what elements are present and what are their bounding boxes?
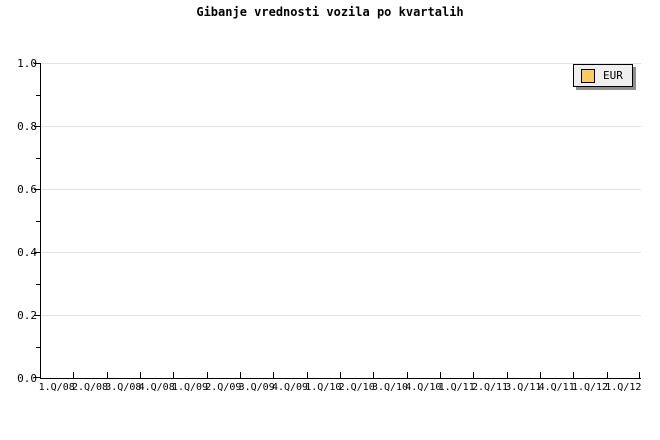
x-tick-label: 2.Q/08 xyxy=(71,382,109,393)
gridline-y-0.4 xyxy=(41,252,641,253)
x-tick-11 xyxy=(407,372,408,378)
x-tick-label: 3.Q/11 xyxy=(505,382,542,393)
x-tick-label: 1.Q/12 xyxy=(605,382,642,393)
x-tick-label: 1.Q/12 xyxy=(571,382,609,393)
x-tick-2 xyxy=(107,372,108,378)
plot-area xyxy=(34,63,641,379)
x-tick-1 xyxy=(73,372,74,378)
x-tick-label: 4.Q/08 xyxy=(138,382,175,393)
x-tick-16 xyxy=(573,372,574,378)
y-minor-tick-0.9 xyxy=(36,94,40,96)
gridline-y-0.6 xyxy=(41,189,641,190)
x-tick-label: 2.Q/10 xyxy=(338,382,375,393)
y-axis-labels: 0.0 0.2 0.4 0.6 0.8 1.0 xyxy=(0,57,37,385)
x-tick-6 xyxy=(240,372,241,378)
x-tick-label: 3.Q/10 xyxy=(371,382,409,393)
y-tick-label: 0.2 xyxy=(17,309,37,322)
gridline-y-0.2 xyxy=(41,315,641,316)
x-tick-label: 3.Q/09 xyxy=(238,382,275,393)
x-tick-label: 1.Q/08 xyxy=(38,382,75,393)
x-tick-13 xyxy=(473,372,474,378)
x-tick-7 xyxy=(273,372,274,378)
y-major-tick-0.4 xyxy=(34,252,40,253)
x-axis-labels: 1.Q/08 2.Q/08 3.Q/08 4.Q/08 1.Q/09 2.Q/09 3.Q/… xyxy=(39,382,660,396)
legend-label-eur: EUR xyxy=(603,69,623,82)
x-tick-12 xyxy=(440,372,441,378)
x-tick-label: 1.Q/11 xyxy=(438,382,475,393)
y-tick-label: 0.4 xyxy=(17,246,37,259)
y-major-tick-0.2 xyxy=(34,315,40,316)
x-tick-14 xyxy=(507,372,508,378)
x-tick-3 xyxy=(140,372,141,378)
x-tick-9 xyxy=(340,372,341,378)
x-tick-label: 1.Q/10 xyxy=(305,382,342,393)
x-tick-label: 4.Q/10 xyxy=(405,382,442,393)
x-tick-4 xyxy=(173,372,174,378)
y-tick-label: 0.0 xyxy=(17,372,37,385)
x-tick-label: 3.Q/08 xyxy=(105,382,142,393)
legend-swatch-eur xyxy=(581,68,595,83)
y-major-tick-0 xyxy=(34,377,40,378)
x-tick-15 xyxy=(540,372,541,378)
y-minor-tick-0.7 xyxy=(36,157,40,159)
y-minor-tick-0.1 xyxy=(36,346,40,348)
x-tick-label: 2.Q/11 xyxy=(471,382,509,393)
x-tick-10 xyxy=(373,372,374,378)
legend: EUR xyxy=(573,64,633,87)
gridline-y-1 xyxy=(41,63,641,64)
y-tick-label: 1.0 xyxy=(17,57,37,70)
x-tick-label: 2.Q/09 xyxy=(205,382,242,393)
x-tick-17 xyxy=(607,372,608,378)
x-tick-label: 1.Q/09 xyxy=(171,382,209,393)
y-major-tick-0.6 xyxy=(34,189,40,190)
y-major-tick-1 xyxy=(34,63,40,64)
x-tick-8 xyxy=(307,372,308,378)
x-tick-18 xyxy=(639,372,640,378)
chart-title: Gibanje vrednosti vozila po kvartalih xyxy=(196,5,464,19)
y-minor-tick-0.5 xyxy=(36,220,40,222)
x-tick-label: 4.Q/11 xyxy=(538,382,575,393)
gridline-y-0.8 xyxy=(41,126,641,127)
y-tick-label: 0.8 xyxy=(17,120,37,133)
y-major-tick-0.8 xyxy=(34,126,40,127)
y-tick-label: 0.6 xyxy=(17,183,37,196)
y-minor-tick-0.3 xyxy=(36,283,40,285)
x-tick-label: 4.Q/09 xyxy=(271,382,309,393)
x-tick-5 xyxy=(207,372,208,378)
